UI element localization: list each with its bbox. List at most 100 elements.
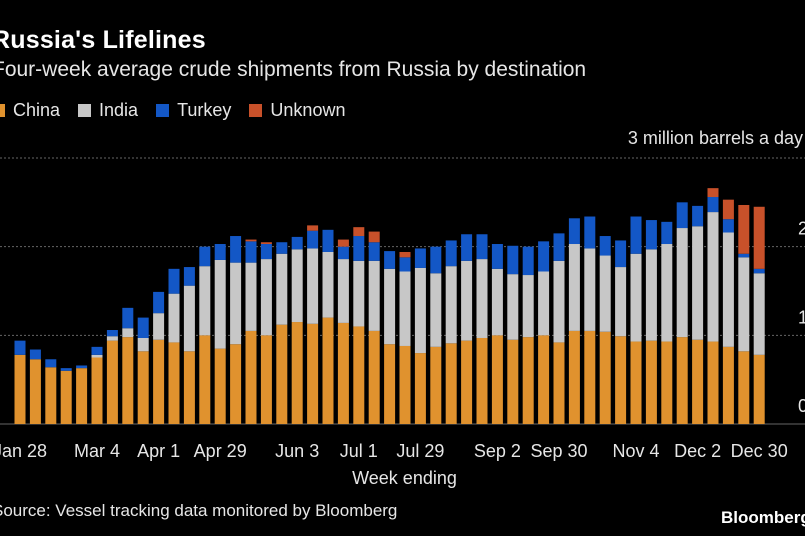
bar-turkey-39 (615, 240, 627, 268)
bar-turkey-16 (260, 244, 272, 260)
x-tick-label: Jan 28 (0, 441, 47, 461)
bar-china-0 (14, 354, 26, 424)
y-tick-labels: 0 1 2 (798, 219, 805, 416)
legend-label-unknown: Unknown (270, 100, 346, 120)
bar-india-12 (199, 266, 211, 336)
bar-india-8 (137, 337, 149, 352)
bar-turkey-32 (507, 245, 519, 275)
bar-turkey-19 (307, 230, 319, 249)
bar-india-13 (214, 259, 226, 349)
bar-china-7 (122, 337, 134, 424)
bar-unknown-25 (399, 251, 411, 258)
bar-china-16 (260, 335, 272, 424)
bar-turkey-27 (430, 246, 442, 274)
bar-china-40 (630, 341, 642, 424)
bar-china-29 (461, 340, 473, 424)
bar-china-12 (199, 335, 211, 424)
bar-china-14 (230, 344, 242, 424)
bar-china-3 (60, 370, 72, 424)
bar-india-47 (738, 257, 750, 352)
bar-turkey-29 (461, 234, 473, 261)
bar-india-39 (615, 267, 627, 337)
bar-china-6 (106, 340, 118, 424)
x-tick-label: Mar 4 (74, 441, 120, 461)
x-tick-label: Jul 1 (340, 441, 378, 461)
bar-turkey-24 (384, 251, 396, 269)
y-tick-2: 2 (798, 219, 805, 239)
bar-china-4 (76, 368, 88, 424)
bar-india-16 (260, 259, 272, 336)
bar-china-45 (707, 341, 719, 424)
bar-turkey-26 (414, 248, 426, 268)
bar-turkey-45 (707, 197, 719, 213)
x-tick-label: Jul 29 (396, 441, 444, 461)
bar-turkey-2 (45, 359, 57, 368)
bar-india-44 (692, 226, 704, 340)
bar-india-17 (276, 253, 288, 325)
y-tick-0: 0 (798, 396, 805, 416)
bar-china-5 (91, 357, 103, 424)
bar-turkey-8 (137, 317, 149, 338)
bar-turkey-31 (491, 244, 503, 269)
bar-india-42 (661, 244, 673, 342)
bar-unknown-46 (722, 199, 734, 220)
bar-turkey-13 (214, 244, 226, 260)
bar-china-15 (245, 330, 257, 424)
bar-india-45 (707, 212, 719, 342)
bar-turkey-23 (368, 242, 380, 261)
bar-unknown-48 (753, 206, 765, 269)
bar-india-34 (538, 271, 550, 336)
x-tick-label: Dec 2 (674, 441, 721, 461)
legend-swatch-india (78, 104, 92, 117)
bar-india-33 (522, 275, 534, 338)
bar-china-42 (661, 341, 673, 424)
bar-china-10 (168, 342, 180, 424)
bar-china-28 (445, 343, 457, 424)
bar-china-9 (153, 339, 165, 424)
bloomberg-logo: Bloomberg (721, 508, 805, 527)
bar-turkey-40 (630, 216, 642, 254)
legend-item-unknown: Unknown (249, 100, 345, 121)
bar-china-39 (615, 336, 627, 424)
legend-label-china: China (13, 100, 61, 120)
x-tick-label: Dec 30 (731, 441, 788, 461)
bar-china-8 (137, 351, 149, 424)
source-note: Source: Vessel tracking data monitored b… (0, 501, 398, 520)
bar-china-48 (753, 354, 765, 424)
bar-india-9 (153, 313, 165, 340)
bar-india-21 (337, 259, 349, 323)
bar-india-19 (307, 248, 319, 324)
bar-china-37 (584, 330, 596, 424)
bar-turkey-10 (168, 268, 180, 294)
bar-unknown-16 (260, 242, 272, 244)
bar-turkey-36 (568, 218, 580, 244)
bar-india-28 (445, 266, 457, 344)
bar-india-37 (584, 248, 596, 331)
legend-item-turkey: Turkey (156, 100, 231, 121)
x-tick-label: Apr 1 (137, 441, 180, 461)
bar-china-32 (507, 339, 519, 424)
bar-india-14 (230, 262, 242, 345)
x-tick-label: Sep 2 (474, 441, 521, 461)
bar-india-24 (384, 268, 396, 345)
x-tick-label: Nov 4 (612, 441, 659, 461)
bar-china-27 (430, 346, 442, 424)
bar-india-11 (183, 285, 195, 352)
bar-india-15 (245, 262, 257, 331)
bar-turkey-34 (538, 241, 550, 272)
bar-india-7 (122, 328, 134, 338)
bar-turkey-4 (76, 365, 88, 369)
bar-unknown-23 (368, 231, 380, 243)
bar-turkey-22 (353, 236, 365, 261)
bar-india-38 (599, 255, 611, 332)
bar-turkey-48 (753, 268, 765, 274)
chart-subtitle: Four-week average crude shipments from R… (0, 58, 587, 81)
bar-china-31 (491, 335, 503, 424)
bar-turkey-21 (337, 246, 349, 260)
bar-india-6 (106, 336, 118, 341)
bar-turkey-33 (522, 246, 534, 276)
bar-turkey-5 (91, 346, 103, 355)
bar-turkey-47 (738, 253, 750, 258)
bar-china-18 (291, 322, 303, 424)
x-tick-labels: Jan 28 Mar 4 Apr 1 Apr 29 Jun 3 Jul 1 Jul 29 Se… (0, 441, 788, 461)
